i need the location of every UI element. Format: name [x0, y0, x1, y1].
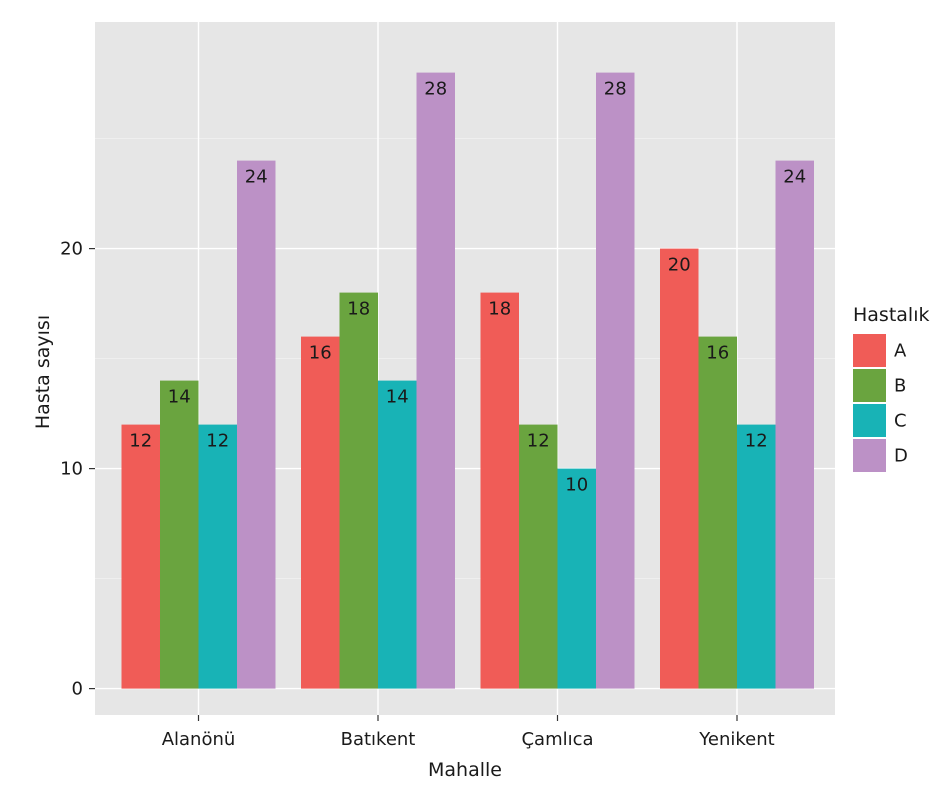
- bar-c: [378, 380, 417, 689]
- bar-b: [519, 424, 558, 689]
- bar-value-label: 16: [706, 343, 729, 364]
- legend-label: C: [894, 411, 907, 432]
- bar-c: [198, 424, 237, 689]
- bar-value-label: 12: [129, 431, 152, 452]
- bar-value-label: 12: [745, 431, 768, 452]
- bar-d: [237, 160, 276, 689]
- bar-a: [660, 248, 699, 689]
- bar-value-label: 14: [386, 387, 409, 408]
- bar-c: [557, 468, 596, 689]
- bar-value-label: 14: [168, 387, 191, 408]
- bar-value-label: 10: [565, 475, 588, 496]
- y-axis-title: Hasta sayısı: [32, 315, 54, 429]
- bar-d: [416, 72, 455, 689]
- bar-value-label: 16: [309, 343, 332, 364]
- y-tick-label: 0: [72, 679, 83, 700]
- bar-value-label: 28: [604, 79, 627, 100]
- bar-value-label: 28: [424, 79, 447, 100]
- bar-value-label: 20: [668, 255, 691, 276]
- legend-label: D: [894, 446, 908, 467]
- bar-labels: 12 14 12 24 16 18 14 28 18 12 10 28 20 16 12 24: [129, 79, 806, 496]
- bar-d: [596, 72, 635, 689]
- legend-key-b: [853, 369, 886, 402]
- bar-value-label: 18: [347, 299, 370, 320]
- x-axis-title: Mahalle: [428, 759, 502, 781]
- bar-value-label: 12: [206, 431, 229, 452]
- bar-value-label: 18: [488, 299, 511, 320]
- bar-d: [775, 160, 814, 689]
- bar-b: [160, 380, 199, 689]
- bar-value-label: 12: [527, 431, 550, 452]
- x-tick-label: Batıkent: [341, 729, 416, 750]
- legend-label: A: [894, 341, 907, 362]
- bar-a: [301, 336, 340, 689]
- bar-value-label: 24: [245, 167, 268, 188]
- y-tick-label: 20: [60, 239, 83, 260]
- legend-key-a: [853, 334, 886, 367]
- bar-value-label: 24: [783, 167, 806, 188]
- legend-key-d: [853, 439, 886, 472]
- x-tick-label: Yenikent: [698, 729, 774, 750]
- bar-a: [480, 292, 519, 689]
- bar-b: [339, 292, 378, 689]
- x-tick-label: Alanönü: [162, 729, 236, 750]
- legend-title: Hastalık: [853, 304, 929, 326]
- bar-b: [698, 336, 737, 689]
- bars: [121, 72, 814, 689]
- y-tick-label: 10: [60, 459, 83, 480]
- legend-label: B: [894, 376, 906, 397]
- legend-key-c: [853, 404, 886, 437]
- axes: 0 10 20 Alanönü Batıkent Çamlıca Yenikent: [60, 239, 775, 750]
- bar-a: [121, 424, 160, 689]
- bar-c: [737, 424, 776, 689]
- x-tick-label: Çamlıca: [521, 729, 593, 750]
